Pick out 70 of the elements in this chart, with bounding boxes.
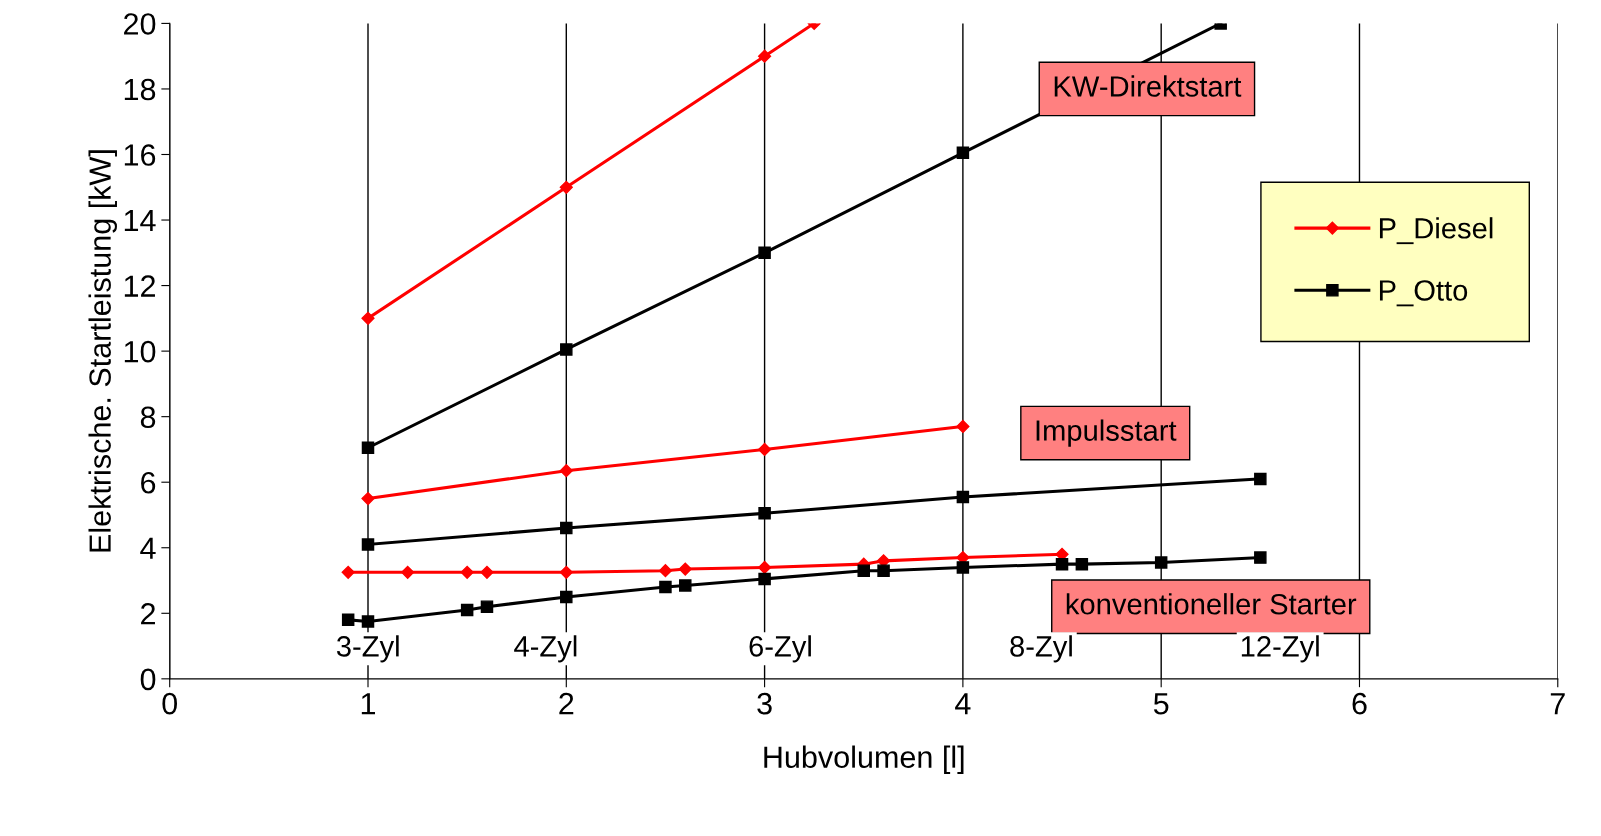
annotation: KW-Direktstart xyxy=(1054,75,1242,97)
legend-label: P_Diesel xyxy=(1379,217,1493,245)
point xyxy=(560,521,573,535)
point xyxy=(361,311,375,325)
point xyxy=(679,579,692,592)
x-tick-label: 0 xyxy=(162,692,178,715)
annotation: 6-Zyl xyxy=(749,635,811,663)
point xyxy=(560,343,573,356)
point xyxy=(460,603,474,617)
annotation: 12-Zyl xyxy=(1241,635,1319,663)
x-tick-label: 6 xyxy=(1352,692,1367,715)
point xyxy=(1055,557,1069,571)
point xyxy=(559,464,573,478)
x-axis-title: Hubvolumen [l] xyxy=(764,745,964,774)
point xyxy=(361,538,375,551)
y-tick-label: 8 xyxy=(140,406,156,429)
annotation: 8-Zyl xyxy=(1010,635,1072,663)
y-tick-label: 4 xyxy=(140,537,156,559)
point xyxy=(361,615,375,628)
x-tick-label: 7 xyxy=(1550,693,1565,715)
x-tick-label: 4 xyxy=(955,693,971,715)
point xyxy=(877,564,890,577)
point xyxy=(956,490,970,504)
annotation: Impulsstart xyxy=(1036,419,1177,447)
point xyxy=(659,580,672,594)
point xyxy=(857,564,870,577)
point xyxy=(956,419,970,434)
point xyxy=(758,49,772,63)
y-axis-title: Elektrische. Startleistung [kW] xyxy=(88,150,117,552)
point xyxy=(956,561,970,574)
y-tick-label: 16 xyxy=(124,144,156,166)
point xyxy=(361,441,375,455)
x-tick-label: 1 xyxy=(361,693,376,715)
y-tick-label: 10 xyxy=(124,340,156,363)
point xyxy=(341,613,355,627)
point xyxy=(560,590,573,604)
legend-label: P_Otto xyxy=(1379,280,1468,307)
point xyxy=(361,492,375,506)
y-tick-label: 6 xyxy=(141,471,156,494)
point xyxy=(1254,472,1267,486)
point xyxy=(758,442,772,457)
point xyxy=(480,600,494,613)
y-tick-label: 2 xyxy=(141,603,155,625)
annotation: 4-Zyl xyxy=(514,635,577,663)
point xyxy=(1254,551,1267,564)
point xyxy=(341,565,355,579)
point xyxy=(758,507,771,520)
point xyxy=(678,562,692,576)
annotation: 3-Zyl xyxy=(336,635,399,663)
x-tick-label: 5 xyxy=(1153,693,1169,715)
point xyxy=(401,565,415,579)
y-tick-label: 14 xyxy=(124,210,156,232)
point xyxy=(758,246,771,260)
point xyxy=(758,572,771,586)
point xyxy=(559,565,573,579)
annotation: konventioneller Starter xyxy=(1066,593,1357,615)
point xyxy=(758,560,772,574)
x-tick-label: 2 xyxy=(559,692,574,715)
y-tick-label: 12 xyxy=(124,275,155,297)
y-tick-label: 0 xyxy=(140,668,156,691)
point xyxy=(559,180,573,194)
point xyxy=(1154,556,1168,569)
y-tick-label: 18 xyxy=(124,78,156,101)
point xyxy=(460,565,474,579)
y-tick-label: 20 xyxy=(124,13,156,35)
point xyxy=(956,146,970,160)
point xyxy=(658,564,673,578)
point xyxy=(1075,557,1089,571)
point xyxy=(480,565,494,579)
x-tick-label: 3 xyxy=(757,692,772,715)
